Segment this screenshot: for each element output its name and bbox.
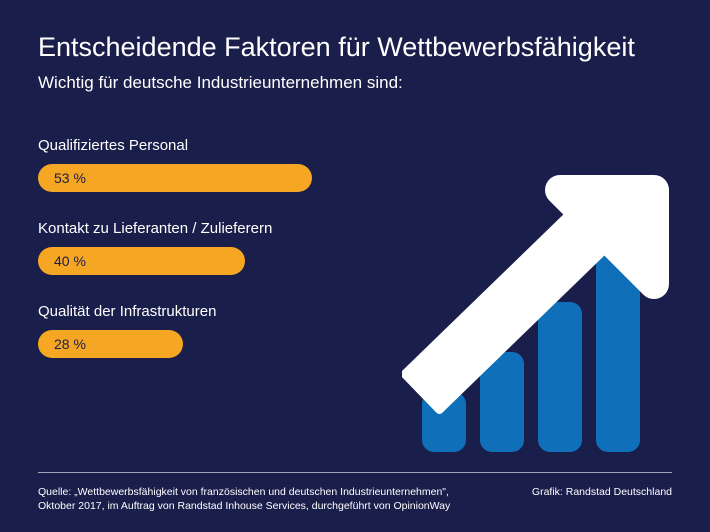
bar-fill: 53 % (38, 164, 312, 192)
bar-group: Qualität der Infrastrukturen 28 % (38, 303, 368, 358)
bar-label: Kontakt zu Lieferanten / Zulieferern (38, 220, 368, 237)
bar-chart: Qualifiziertes Personal 53 % Kontakt zu … (38, 137, 368, 358)
footer-credit: Grafik: Randstad Deutschland (532, 485, 672, 500)
bar-value: 40 % (54, 253, 86, 269)
footer-row: Quelle: „Wettbewerbsfähigkeit von franzö… (38, 485, 672, 514)
infographic-page: Entscheidende Faktoren für Wettbewerbsfä… (0, 0, 710, 532)
bar-value: 28 % (54, 336, 86, 352)
page-subtitle: Wichtig für deutsche Industrieunternehme… (38, 73, 672, 93)
bar-value: 53 % (54, 170, 86, 186)
footer: Quelle: „Wettbewerbsfähigkeit von franzö… (38, 472, 672, 514)
footer-divider (38, 472, 672, 473)
page-title: Entscheidende Faktoren für Wettbewerbsfä… (38, 32, 672, 63)
bar-label: Qualität der Infrastrukturen (38, 303, 368, 320)
footer-source: Quelle: „Wettbewerbsfähigkeit von franzö… (38, 485, 468, 514)
bar-fill: 40 % (38, 247, 245, 275)
growth-chart-icon (402, 172, 672, 452)
bar-fill: 28 % (38, 330, 183, 358)
bar-group: Qualifiziertes Personal 53 % (38, 137, 368, 192)
bar-group: Kontakt zu Lieferanten / Zulieferern 40 … (38, 220, 368, 275)
bar-label: Qualifiziertes Personal (38, 137, 368, 154)
